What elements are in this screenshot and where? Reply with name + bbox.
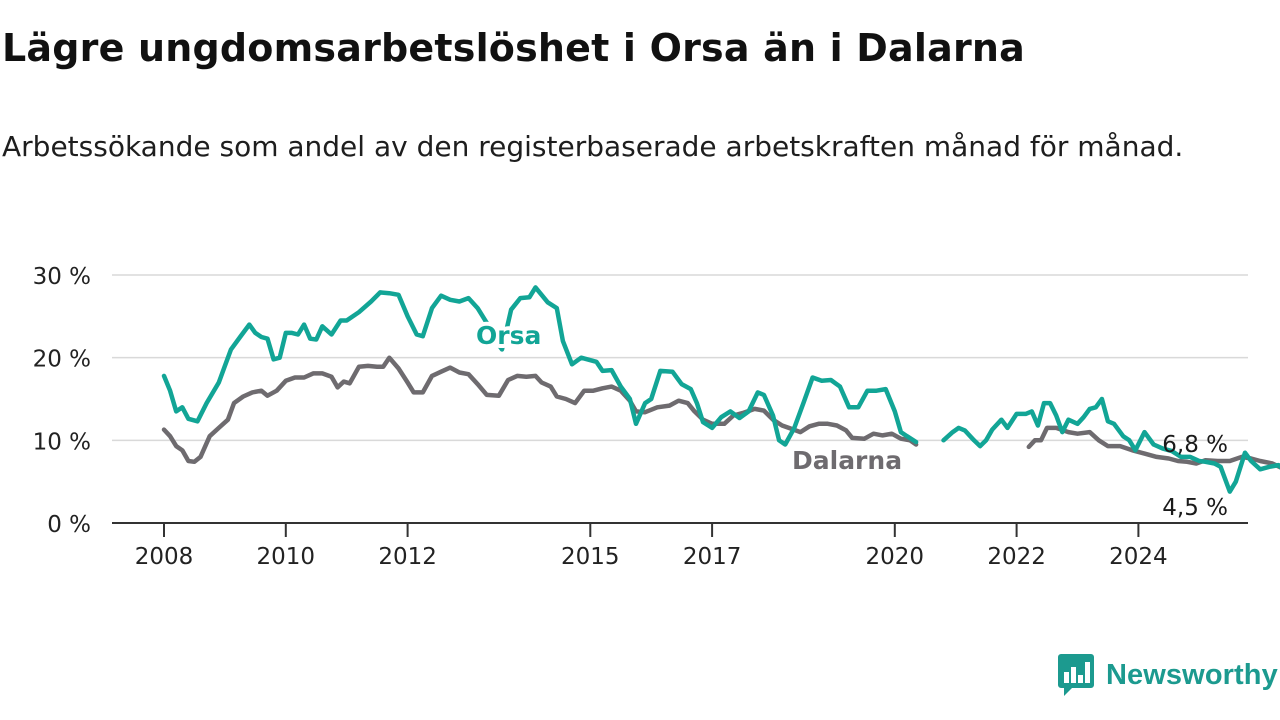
series-line-orsa-1 <box>161 285 919 447</box>
x-axis-ticks: 2008 2010 2012 2015 2017 2020 2022 2024 <box>135 523 1168 570</box>
lbl-orsa-halo: Orsa <box>476 321 541 350</box>
lbl-dalarna-halo: Dalarna <box>792 446 902 475</box>
y-tick-label: 10 % <box>33 429 91 455</box>
x-tick-label: 2010 <box>257 544 316 570</box>
x-tick-label: 2024 <box>1109 544 1168 570</box>
chart-subtitle: Arbetssökande som andel av den registerb… <box>2 130 1184 163</box>
y-tick-label: 30 % <box>33 264 91 290</box>
series-label-orsa: Orsa <box>476 321 541 350</box>
x-tick-label: 2012 <box>378 544 437 570</box>
y-tick-label: 0 % <box>47 512 91 538</box>
chart-title: Lägre ungdomsarbetslöshet i Orsa än i Da… <box>2 26 1025 70</box>
end-value-orsa: 4,5 % <box>1162 495 1228 521</box>
y-axis-ticks: 0 % 10 % 20 % 30 % <box>33 264 91 538</box>
x-tick-label: 2020 <box>866 544 925 570</box>
newsworthy-logo: Newsworthy <box>1058 654 1278 696</box>
series-label-dalarna: Dalarna <box>792 446 902 475</box>
series-line-dalarna-2 <box>1026 425 1280 470</box>
x-tick-label: 2017 <box>683 544 742 570</box>
end-value-dalarna: 6,8 % <box>1162 432 1228 458</box>
y-tick-label: 20 % <box>33 347 91 373</box>
x-tick-label: 2008 <box>135 544 194 570</box>
series-line-dalarna-1 <box>161 355 919 465</box>
series-lines <box>161 285 1280 494</box>
series-line-orsa-2 <box>941 396 1280 494</box>
x-tick-label: 2022 <box>987 544 1046 570</box>
newsworthy-logo-icon <box>1058 654 1094 696</box>
brand-name: Newsworthy <box>1106 658 1278 691</box>
x-tick-label: 2015 <box>561 544 620 570</box>
gridlines <box>112 274 1248 524</box>
